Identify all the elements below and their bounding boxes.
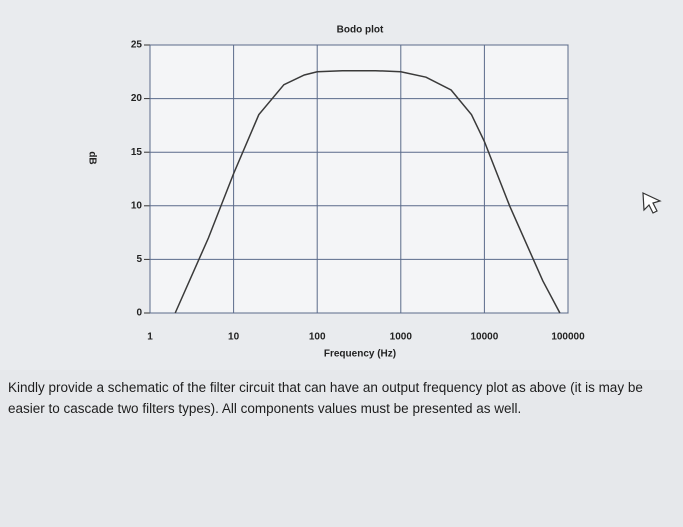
x-tick-label: 1000 [390,332,413,343]
y-tick-label: 20 [131,93,143,104]
x-tick-label: 1 [147,332,153,343]
x-tick-label: 10 [228,332,240,343]
y-tick-label: 5 [136,254,142,265]
mouse-cursor [642,192,662,214]
y-axis-label: dB [86,151,97,164]
y-tick-label: 25 [131,40,143,51]
chart-title: Bodo plot [337,25,384,36]
chart: Bodo plot Frequency (Hz) dB 0 5 10 15 20 25 1 1… [86,24,662,360]
x-tick-label: 10000 [470,332,498,343]
x-axis-label: Frequency (Hz) [324,349,396,360]
x-tick-label: 100000 [551,332,585,343]
question-text: Kindly provide a schematic of the filter… [8,380,643,416]
x-tick-label: 100 [309,332,326,343]
plot-area [149,44,569,314]
y-tick-label: 15 [131,147,143,158]
line [174,69,561,314]
y-tick-label: 10 [131,200,143,211]
y-tick-label: 0 [136,308,142,319]
